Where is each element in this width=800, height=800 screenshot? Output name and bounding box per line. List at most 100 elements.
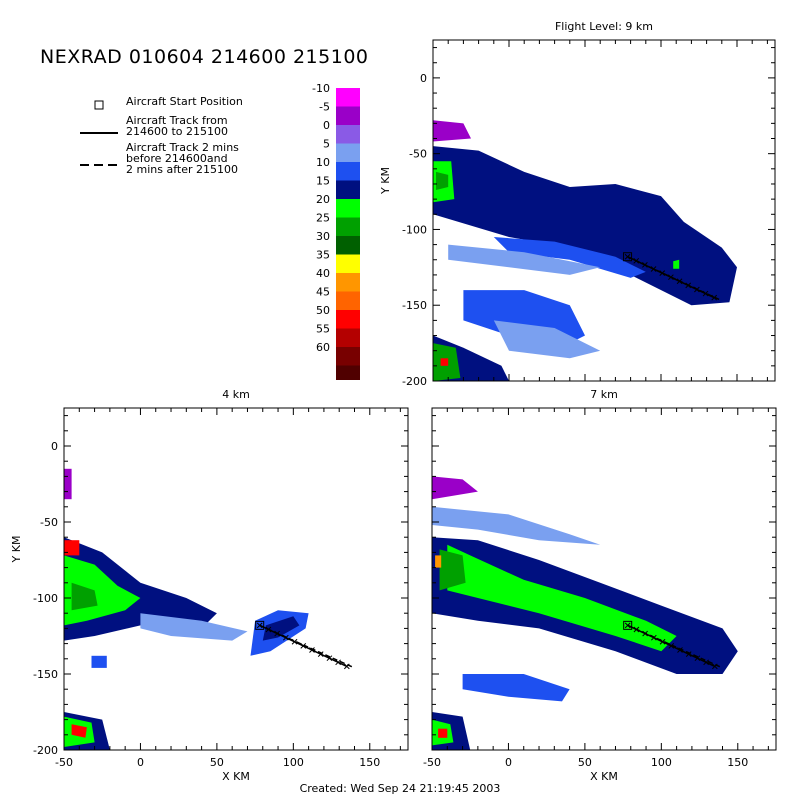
colorbar-swatch <box>336 162 360 181</box>
track-marker <box>300 643 307 649</box>
colorbar-swatch <box>336 125 360 144</box>
x-tick-label: -50 <box>423 756 441 769</box>
y-tick-label: 0 <box>51 440 58 453</box>
radar-echo <box>447 544 677 652</box>
track-marker <box>659 270 666 276</box>
x-axis-label: X KM <box>590 770 618 783</box>
track-marker <box>624 622 631 629</box>
radar-echo <box>493 237 646 278</box>
panel-title: 4 km <box>222 388 250 401</box>
colorbar-label: 40 <box>316 267 330 280</box>
y-tick-label: -50 <box>409 148 427 161</box>
track-marker <box>702 290 709 297</box>
y-tick-label: -200 <box>33 744 58 757</box>
colorbar-swatch <box>336 328 360 348</box>
track-marker <box>326 655 333 662</box>
aircraft-start-marker <box>623 620 633 630</box>
colorbar-label: 5 <box>323 138 330 151</box>
track-marker <box>291 638 298 645</box>
colorbar-label: 55 <box>316 323 330 336</box>
radar-echo <box>435 555 442 568</box>
colorbar-label: 0 <box>323 119 330 132</box>
radar-echo <box>64 540 80 556</box>
track-marker <box>659 638 666 645</box>
radar-echo <box>439 549 466 591</box>
colorbar-swatch <box>336 106 360 126</box>
radar-echo <box>438 728 448 738</box>
colorbar-swatch <box>336 199 360 218</box>
track-marker <box>343 663 350 670</box>
colorbar-swatch <box>336 143 360 163</box>
track-marker <box>711 663 718 670</box>
track-marker <box>676 278 683 285</box>
x-tick-label: 100 <box>283 756 304 769</box>
y-tick-label: -200 <box>402 375 427 388</box>
track-marker <box>624 253 631 260</box>
colorbar-label: 35 <box>316 249 330 262</box>
plot-frame <box>431 407 777 751</box>
y-tick-label: -50 <box>40 516 58 529</box>
colorbar-swatch <box>336 365 360 380</box>
y-axis-label: Y KM <box>379 167 392 195</box>
colorbar-label: 15 <box>316 175 330 188</box>
aircraft-start-marker <box>255 620 265 630</box>
solid-track-line-icon <box>80 121 120 134</box>
colorbar-swatch <box>336 236 360 255</box>
y-axis-label: Y KM <box>10 536 23 564</box>
panel-title: Flight Level: 9 km <box>555 20 653 33</box>
radar-echo <box>432 506 601 545</box>
track-marker <box>317 651 324 657</box>
y-tick-label: -150 <box>33 668 58 681</box>
radar-echo <box>493 320 601 359</box>
colorbar-label: 25 <box>316 212 330 225</box>
track-marker <box>633 626 640 633</box>
colorbar-swatch <box>336 254 360 274</box>
radar-echo <box>433 146 737 306</box>
track-marker <box>650 634 657 641</box>
colorbar-label: 60 <box>316 341 330 354</box>
radar-echo <box>71 582 98 611</box>
x-axis-label: X KM <box>222 770 250 783</box>
colorbar-label: 50 <box>316 304 330 317</box>
x-tick-label: 0 <box>137 756 144 769</box>
plot-frame <box>63 407 409 751</box>
colorbar-swatch <box>336 273 360 292</box>
track-marker <box>335 659 341 666</box>
y-tick-label: -100 <box>402 223 427 236</box>
track-marker <box>703 659 709 666</box>
y-tick-label: 0 <box>420 72 427 85</box>
radar-echo <box>440 358 449 366</box>
legend-track-label: Aircraft Track from 214600 to 215100 <box>126 114 229 138</box>
colorbar-swatch <box>336 310 360 329</box>
page-title: NEXRAD 010604 214600 215100 <box>40 46 369 68</box>
start-position-marker-icon <box>94 96 105 110</box>
track-marker <box>677 647 683 653</box>
track-marker <box>642 262 648 268</box>
radar-echo <box>71 724 87 738</box>
colorbar-swatch <box>336 180 360 200</box>
track-marker <box>668 274 674 281</box>
colorbar-swatch <box>336 347 360 366</box>
colorbar-swatch <box>336 217 360 237</box>
track-marker <box>309 647 315 653</box>
colorbar-label: -10 <box>312 82 330 95</box>
x-tick-label: 0 <box>505 756 512 769</box>
colorbar-label: -5 <box>319 101 330 114</box>
radar-echo <box>140 613 248 641</box>
radar-echo <box>448 244 601 275</box>
radar-echo <box>462 674 570 702</box>
colorbar-label: 10 <box>316 156 330 169</box>
radar-echo <box>262 616 300 641</box>
track-marker <box>694 655 701 662</box>
track-marker <box>668 643 675 649</box>
legend-extended-label: Aircraft Track 2 mins before 214600and 2… <box>126 141 239 176</box>
track-marker <box>685 651 692 657</box>
track-marker <box>711 294 718 301</box>
radar-echo <box>91 655 107 668</box>
track-marker <box>642 630 648 637</box>
colorbar-label: 30 <box>316 230 330 243</box>
track-marker <box>685 282 692 289</box>
